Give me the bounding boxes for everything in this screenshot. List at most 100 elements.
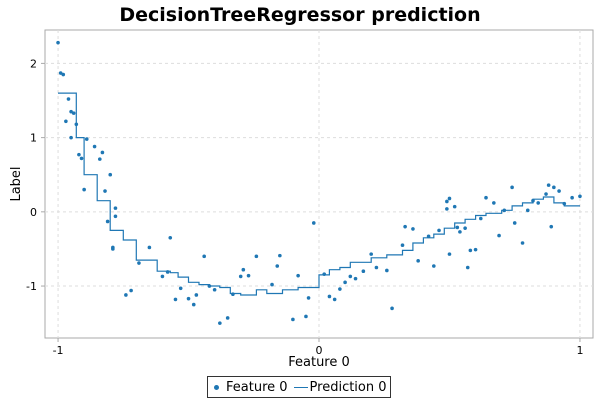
data-point <box>525 208 530 213</box>
data-point <box>473 247 478 252</box>
data-point <box>103 189 107 193</box>
data-point <box>549 224 554 229</box>
data-point <box>69 109 73 114</box>
data-point <box>552 185 556 190</box>
data-point <box>311 221 316 225</box>
data-point <box>111 245 115 250</box>
data-point <box>445 199 449 204</box>
data-point <box>502 208 507 213</box>
legend-label-points: Feature 0 <box>226 379 288 395</box>
data-point <box>437 228 441 233</box>
data-point <box>452 204 457 209</box>
chart-legend: Feature 0 Prediction 0 <box>207 376 391 398</box>
data-point <box>374 265 379 270</box>
data-point <box>231 292 235 297</box>
data-point <box>270 282 274 287</box>
data-point <box>71 111 76 115</box>
data-point <box>147 245 152 250</box>
data-point <box>447 252 452 256</box>
data-point <box>92 144 97 149</box>
data-point <box>369 252 373 256</box>
data-point <box>343 280 347 285</box>
data-point <box>445 207 449 211</box>
data-point <box>108 172 113 177</box>
data-point <box>306 296 311 300</box>
x-tick-label: 1 <box>576 344 583 357</box>
data-point <box>225 316 230 320</box>
data-point <box>578 194 582 199</box>
data-point <box>465 265 470 270</box>
data-point <box>254 254 259 259</box>
data-point <box>497 233 501 238</box>
data-point <box>58 71 63 75</box>
data-point <box>74 122 79 127</box>
data-point <box>390 306 394 311</box>
data-point <box>385 268 389 273</box>
data-point <box>186 296 191 301</box>
data-point <box>353 276 358 281</box>
x-axis-label: Feature 0 <box>288 355 350 370</box>
data-point <box>426 234 431 239</box>
data-point <box>191 302 196 307</box>
data-point <box>327 294 332 299</box>
data-point <box>84 137 89 141</box>
data-point <box>291 317 295 322</box>
x-tick-label: 0 <box>316 344 323 357</box>
data-point <box>275 264 280 268</box>
data-point <box>66 97 71 101</box>
data-point <box>557 189 561 193</box>
data-point <box>168 236 173 240</box>
legend-item-line: Prediction 0 <box>293 379 387 395</box>
data-point <box>562 201 567 206</box>
data-point <box>322 272 327 276</box>
legend-dot-icon <box>214 384 219 390</box>
data-point <box>455 225 460 230</box>
prediction-step-line <box>58 92 580 296</box>
data-point <box>241 267 246 272</box>
data-point <box>82 187 86 192</box>
data-point <box>105 219 110 224</box>
data-point <box>400 243 405 248</box>
data-point <box>137 261 141 265</box>
data-point <box>69 135 73 140</box>
data-point <box>520 241 525 245</box>
data-point <box>484 195 488 200</box>
data-point <box>510 185 514 190</box>
data-point <box>207 284 212 288</box>
y-tick-label: -1 <box>26 280 37 293</box>
data-point <box>468 248 473 253</box>
data-point <box>332 297 337 302</box>
data-point <box>432 264 436 268</box>
data-point <box>98 157 102 161</box>
data-point <box>165 270 170 274</box>
data-point <box>544 192 548 196</box>
data-point <box>178 286 183 291</box>
data-point <box>403 224 407 229</box>
plot-area <box>44 29 594 339</box>
y-tick-label: 1 <box>30 132 37 145</box>
y-tick-label: 0 <box>30 206 37 219</box>
data-point <box>348 274 353 279</box>
data-point <box>416 259 420 263</box>
legend-label-line: Prediction 0 <box>309 379 387 395</box>
data-point <box>458 230 462 234</box>
chart-title: DecisionTreeRegressor prediction <box>119 4 481 26</box>
data-point <box>202 254 206 259</box>
y-axis-label: Label <box>9 166 24 201</box>
data-point <box>129 288 133 293</box>
data-point <box>173 297 178 302</box>
data-point <box>238 274 243 279</box>
data-point <box>113 214 118 219</box>
data-point <box>463 226 467 230</box>
data-point <box>447 196 452 201</box>
data-point <box>79 156 84 161</box>
data-point <box>570 195 574 200</box>
data-point <box>212 287 217 292</box>
data-point <box>304 314 308 319</box>
data-point <box>77 152 81 157</box>
legend-line-icon <box>293 386 308 388</box>
data-point <box>478 216 483 221</box>
data-point <box>546 183 551 187</box>
data-point <box>296 273 300 278</box>
